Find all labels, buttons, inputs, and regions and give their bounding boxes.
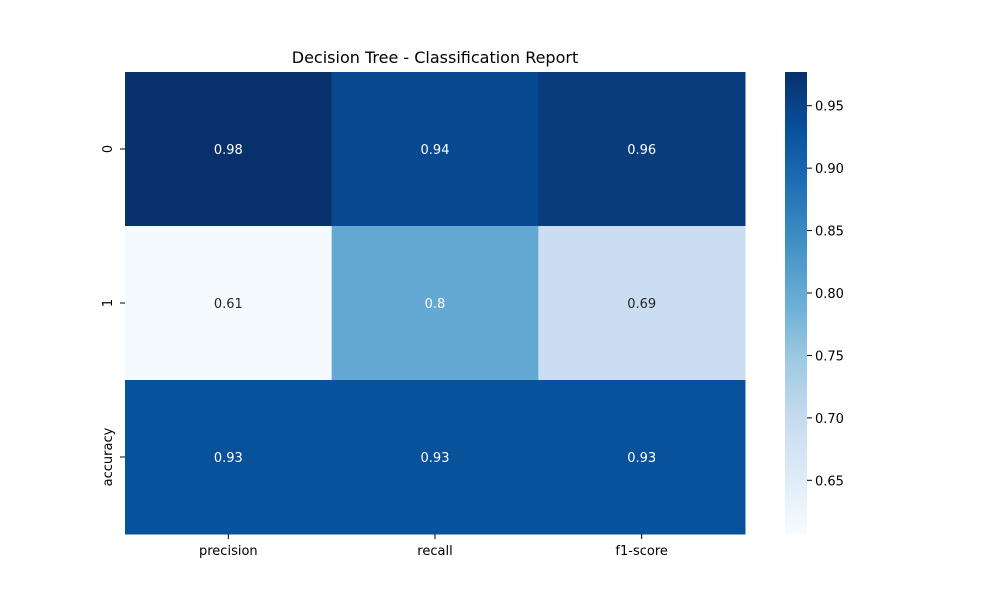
cell-value-label: 0.98 bbox=[214, 143, 243, 158]
cell-value-label: 0.93 bbox=[214, 451, 243, 466]
colorbar: 0.65 0.70 0.75 0.80 0.85 0.90 0.95 bbox=[785, 72, 844, 534]
colorbar-tick-label: 0.90 bbox=[815, 162, 844, 177]
heatmap-cell bbox=[331, 72, 539, 227]
cell-value-label: 0.94 bbox=[421, 143, 450, 158]
heatmap-cells bbox=[125, 72, 746, 535]
heatmap-cell bbox=[538, 380, 746, 535]
heatmap-cell bbox=[125, 226, 333, 381]
y-axis: 0 1 accuracy bbox=[101, 145, 125, 486]
cell-value-label: 0.8 bbox=[425, 297, 446, 312]
heatmap-cell bbox=[331, 226, 539, 381]
cell-value-label: 0.61 bbox=[214, 297, 243, 312]
colorbar-tick-label: 0.95 bbox=[815, 100, 844, 115]
heatmap-cell bbox=[331, 380, 539, 535]
colorbar-gradient bbox=[785, 72, 807, 534]
colorbar-tick-label: 0.70 bbox=[815, 412, 844, 427]
cell-value-labels: 0.98 0.94 0.96 0.61 0.8 0.69 0.93 0.93 0.93 bbox=[214, 143, 656, 466]
colorbar-tick-label: 0.75 bbox=[815, 349, 844, 364]
heatmap-cell bbox=[538, 72, 746, 227]
y-tick-label: accuracy bbox=[101, 427, 116, 486]
x-tick-label: precision bbox=[199, 544, 258, 559]
x-axis: precision recall f1-score bbox=[199, 534, 668, 559]
colorbar-tick-label: 0.65 bbox=[815, 474, 844, 489]
colorbar-tick-label: 0.85 bbox=[815, 225, 844, 240]
y-tick-label: 1 bbox=[101, 299, 116, 307]
y-tick-label: 0 bbox=[101, 145, 116, 153]
cell-value-label: 0.93 bbox=[421, 451, 450, 466]
cell-value-label: 0.93 bbox=[627, 451, 656, 466]
cell-value-label: 0.96 bbox=[627, 143, 656, 158]
heatmap-cell bbox=[125, 72, 333, 227]
heatmap-cell bbox=[538, 226, 746, 381]
heatmap-cell bbox=[125, 380, 333, 535]
cell-value-label: 0.69 bbox=[627, 297, 656, 312]
colorbar-tick-label: 0.80 bbox=[815, 287, 844, 302]
chart-title: Decision Tree - Classification Report bbox=[291, 48, 579, 67]
x-tick-label: recall bbox=[417, 544, 452, 559]
x-tick-label: f1-score bbox=[615, 544, 667, 559]
